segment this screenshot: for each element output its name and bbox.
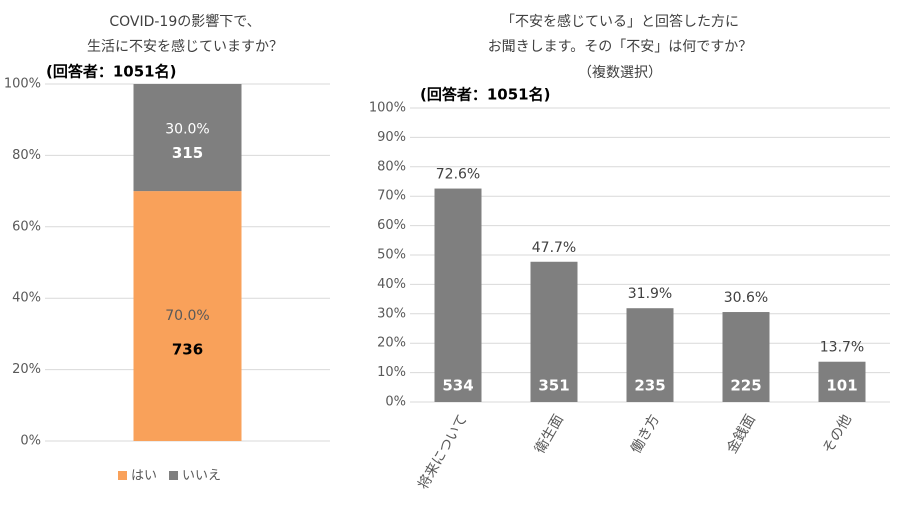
value-label: 72.6% (436, 167, 480, 183)
y-tick-label: 90% (377, 130, 406, 145)
y-tick-label: 40% (12, 291, 41, 306)
value-label: 13.7% (820, 340, 864, 356)
legend-label: はい (131, 469, 157, 484)
y-tick-label: 100% (4, 77, 41, 92)
chart-title: COVID-19の影響下で、 (109, 13, 260, 30)
count-label: 534 (442, 377, 473, 395)
bar-segment (133, 191, 242, 441)
chart-title: （複数選択） (578, 64, 662, 81)
bar (818, 361, 866, 402)
x-tick-label: 金銭面 (724, 412, 759, 456)
chart-subtitle: (回答者：1051名) (420, 86, 550, 104)
chart-subtitle: (回答者：1051名) (46, 63, 176, 81)
y-tick-label: 30% (377, 306, 406, 321)
x-tick-label: 衛生面 (532, 412, 567, 456)
y-tick-label: 60% (12, 219, 41, 234)
y-tick-label: 20% (377, 336, 406, 351)
bar (530, 261, 578, 402)
y-tick-label: 40% (377, 277, 406, 292)
x-tick-label: 働き方 (628, 412, 663, 456)
chart-title: 「不安を感じている」と回答した方に (501, 13, 739, 30)
value-label: 47.7% (532, 240, 576, 256)
value-label: 30.0% (165, 122, 209, 138)
legend-label: いいえ (182, 469, 221, 484)
bar (626, 308, 674, 402)
count-label: 351 (538, 377, 569, 395)
count-label: 235 (634, 377, 665, 395)
count-label: 315 (172, 144, 203, 162)
x-tick-label: 将来について (415, 412, 471, 492)
y-tick-label: 0% (20, 434, 41, 449)
legend-swatch (169, 471, 179, 480)
y-tick-label: 0% (385, 395, 406, 410)
chart-title: お聞きします。その「不安」は何ですか？ (488, 39, 753, 55)
legend-swatch (118, 471, 127, 480)
y-tick-label: 80% (377, 159, 406, 174)
count-label: 225 (730, 377, 761, 395)
y-tick-label: 80% (12, 148, 41, 163)
y-tick-label: 70% (377, 189, 406, 204)
x-tick-label: その他 (820, 412, 855, 456)
count-label: 101 (826, 377, 857, 395)
y-tick-label: 10% (377, 365, 406, 380)
value-label: 70.0% (165, 308, 209, 324)
bar (722, 312, 770, 402)
y-tick-label: 100% (369, 101, 406, 116)
chart-title: 生活に不安を感じていますか？ (87, 38, 283, 55)
count-label: 736 (172, 341, 203, 359)
y-tick-label: 20% (12, 362, 41, 377)
y-tick-label: 50% (377, 248, 406, 263)
value-label: 30.6% (724, 290, 768, 306)
y-tick-label: 60% (377, 218, 406, 233)
bar (434, 188, 482, 402)
value-label: 31.9% (628, 286, 672, 302)
bar-segment (133, 84, 242, 192)
